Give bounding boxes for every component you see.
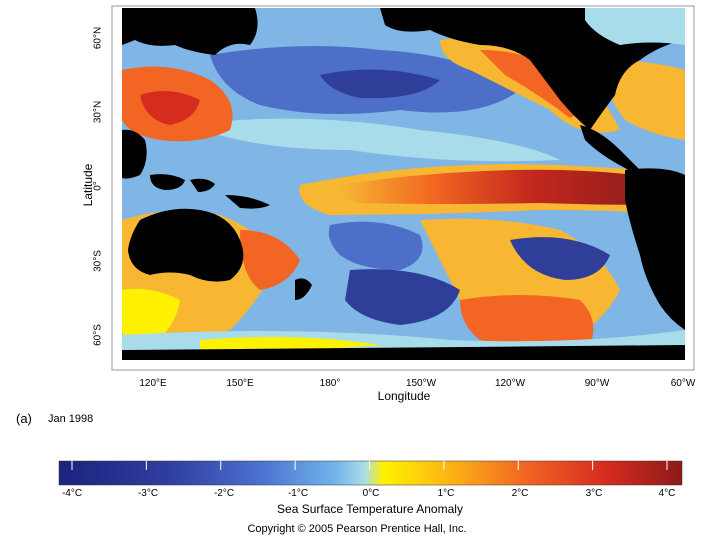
lon-tick-label: 90°W [584,378,610,389]
lat-tick-label: 30°S [92,250,104,272]
lon-tick-label: 180° [319,378,341,389]
lon-tick-label: 60°W [670,378,696,389]
lon-tick-label: 150°W [405,378,437,389]
colorbar-tick-label: -1°C [287,488,309,499]
colorbar-tick-label: 1°C [437,488,455,499]
sst-field [122,8,685,360]
panel-tag: (a) [16,411,32,426]
colorbar-tick-label: 3°C [585,488,603,499]
lat-tick-label: 60°N [92,26,104,50]
copyright-notice: Copyright © 2005 Pearson Prentice Hall, … [247,523,467,535]
x-axis-label: Longitude [377,389,431,403]
lon-tick-label: 120°W [494,378,526,389]
colorbar-tick-label: -4°C [61,488,83,499]
colorbar-title: Sea Surface Temperature Anomaly [277,502,463,516]
lat-tick-label: 0° [92,181,104,191]
map-frame [111,5,695,371]
lat-tick-label: 30°N [92,100,104,124]
panel-date: Jan 1998 [48,413,94,425]
colorbar [58,460,683,486]
colorbar-tick-label: 4°C [658,488,676,499]
lon-tick-label: 120°E [139,378,167,389]
lon-tick-label: 150°E [226,378,254,389]
colorbar-tick-label: -2°C [213,488,235,499]
colorbar-tick-label: 0°C [362,488,380,499]
colorbar-tick-label: 2°C [511,488,529,499]
colorbar-tick-label: -3°C [137,488,159,499]
colorbar-tick-marks [71,461,668,470]
lat-tick-label: 60°S [92,324,104,346]
